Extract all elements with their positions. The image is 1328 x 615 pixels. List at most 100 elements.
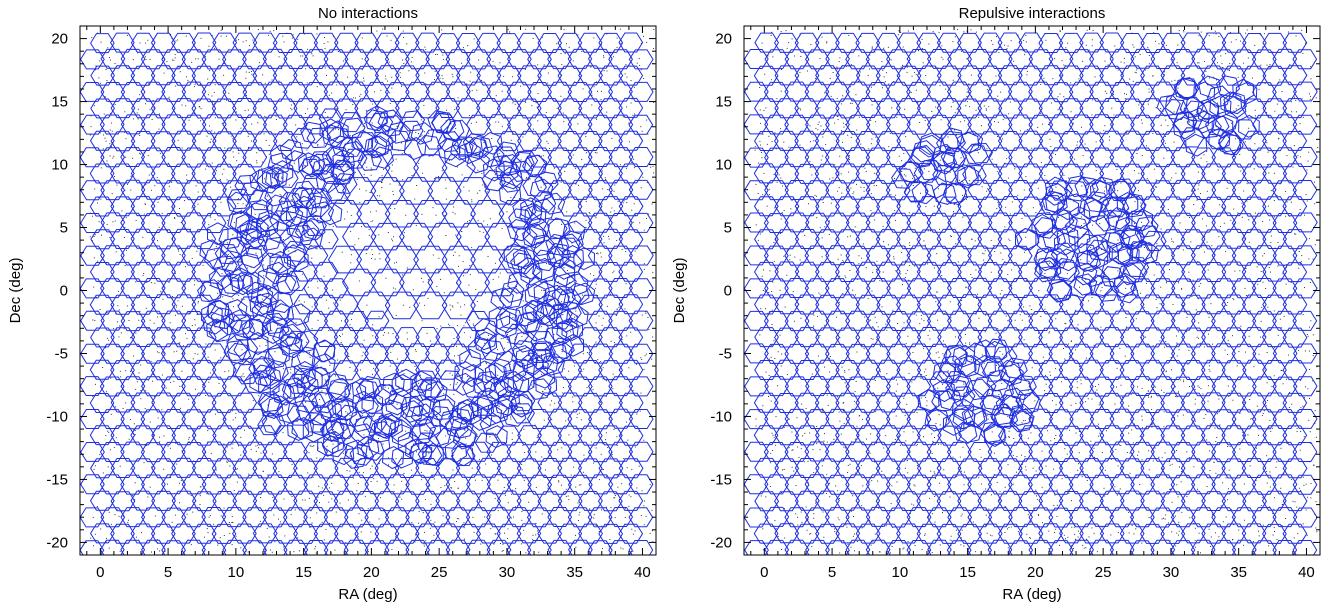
sky-point — [487, 338, 489, 340]
sky-point — [207, 78, 209, 80]
sky-point — [236, 481, 238, 483]
sky-point — [1145, 427, 1147, 429]
sky-point — [486, 191, 488, 193]
sky-point — [429, 340, 431, 342]
sky-point — [261, 298, 263, 300]
sky-point — [854, 438, 856, 440]
sky-point — [255, 445, 257, 447]
tile-hexagon — [364, 540, 390, 555]
sky-point — [938, 32, 940, 34]
tile-hexagon — [140, 114, 166, 135]
sky-point — [179, 342, 181, 344]
sky-point — [1081, 476, 1083, 478]
tile-hexagon — [598, 98, 623, 119]
sky-point — [1025, 466, 1027, 468]
tile-hexagon — [451, 443, 475, 467]
sky-point — [580, 484, 582, 486]
sky-point — [191, 257, 193, 259]
tile-hexagon — [323, 49, 349, 70]
sky-point — [297, 172, 299, 174]
sky-point — [284, 535, 286, 537]
sky-point — [449, 309, 451, 311]
sky-point — [613, 428, 615, 430]
sky-point — [901, 284, 903, 286]
sky-point — [114, 104, 116, 106]
sky-point — [1215, 98, 1217, 100]
sky-point — [205, 165, 207, 167]
sky-point — [643, 505, 645, 507]
sky-point — [233, 222, 235, 224]
sky-point — [1049, 138, 1051, 140]
sky-point — [254, 351, 256, 353]
tile-hexagon — [367, 431, 391, 455]
sky-point — [291, 37, 293, 39]
sky-point — [809, 160, 811, 162]
tile-hexagon — [557, 457, 583, 478]
sky-point — [626, 167, 628, 169]
sky-point — [1242, 408, 1244, 410]
tile-hexagon — [120, 311, 146, 332]
sky-point — [279, 425, 281, 427]
sky-point — [188, 438, 190, 440]
sky-point — [1130, 393, 1132, 395]
sky-point — [463, 325, 465, 327]
tile-hexagon — [510, 151, 535, 173]
tile-hexagon — [415, 65, 440, 86]
sky-point — [266, 311, 268, 313]
sky-point — [1194, 539, 1196, 541]
sky-point — [1119, 208, 1121, 210]
sky-point — [230, 186, 232, 188]
sky-point — [1216, 62, 1218, 64]
sky-point — [180, 348, 182, 350]
sky-point — [133, 423, 135, 425]
sky-point — [542, 155, 544, 157]
sky-point — [643, 268, 645, 270]
sky-point — [152, 434, 154, 436]
tile-hexagon — [488, 357, 512, 381]
sky-point — [620, 434, 622, 436]
tile-hexagon — [278, 191, 304, 214]
sky-point — [616, 436, 618, 438]
sky-point — [640, 126, 642, 128]
sky-point — [433, 534, 435, 536]
tile-hexagon — [252, 131, 278, 152]
tile-hexagon — [100, 507, 126, 528]
sky-point — [94, 383, 96, 385]
tile-hexagon — [247, 190, 273, 211]
sky-point — [630, 331, 632, 333]
sky-point — [296, 201, 298, 203]
tile-hexagon — [474, 318, 498, 341]
tile-hexagon — [130, 261, 156, 282]
sky-point — [651, 530, 653, 532]
tile-hexagon — [456, 490, 481, 511]
tile-hexagon — [181, 409, 207, 430]
sky-point — [1026, 129, 1028, 131]
tile-hexagon — [543, 325, 568, 348]
sky-point — [471, 164, 473, 166]
sky-point — [143, 462, 145, 464]
sky-point — [1057, 109, 1059, 111]
sky-point — [1085, 401, 1087, 403]
sky-point — [535, 451, 537, 453]
sky-point — [330, 552, 332, 554]
sky-point — [280, 195, 282, 197]
sky-point — [540, 354, 542, 356]
sky-point — [771, 291, 773, 293]
tile-hexagon — [181, 507, 206, 528]
tile-hexagon — [130, 32, 156, 53]
tile-hexagon — [171, 261, 196, 282]
tile-hexagon — [336, 404, 362, 427]
tile-hexagon — [191, 359, 217, 380]
sky-point — [174, 57, 176, 59]
tile-hexagon — [305, 195, 330, 218]
sky-point — [1002, 138, 1004, 140]
tile-hexagon — [405, 49, 430, 70]
sky-point — [901, 263, 903, 265]
tile-hexagon — [201, 441, 227, 462]
sky-point — [98, 77, 100, 79]
sky-point — [157, 417, 159, 419]
sky-point — [151, 282, 153, 284]
sky-point — [644, 355, 646, 357]
sky-point — [1208, 528, 1210, 530]
